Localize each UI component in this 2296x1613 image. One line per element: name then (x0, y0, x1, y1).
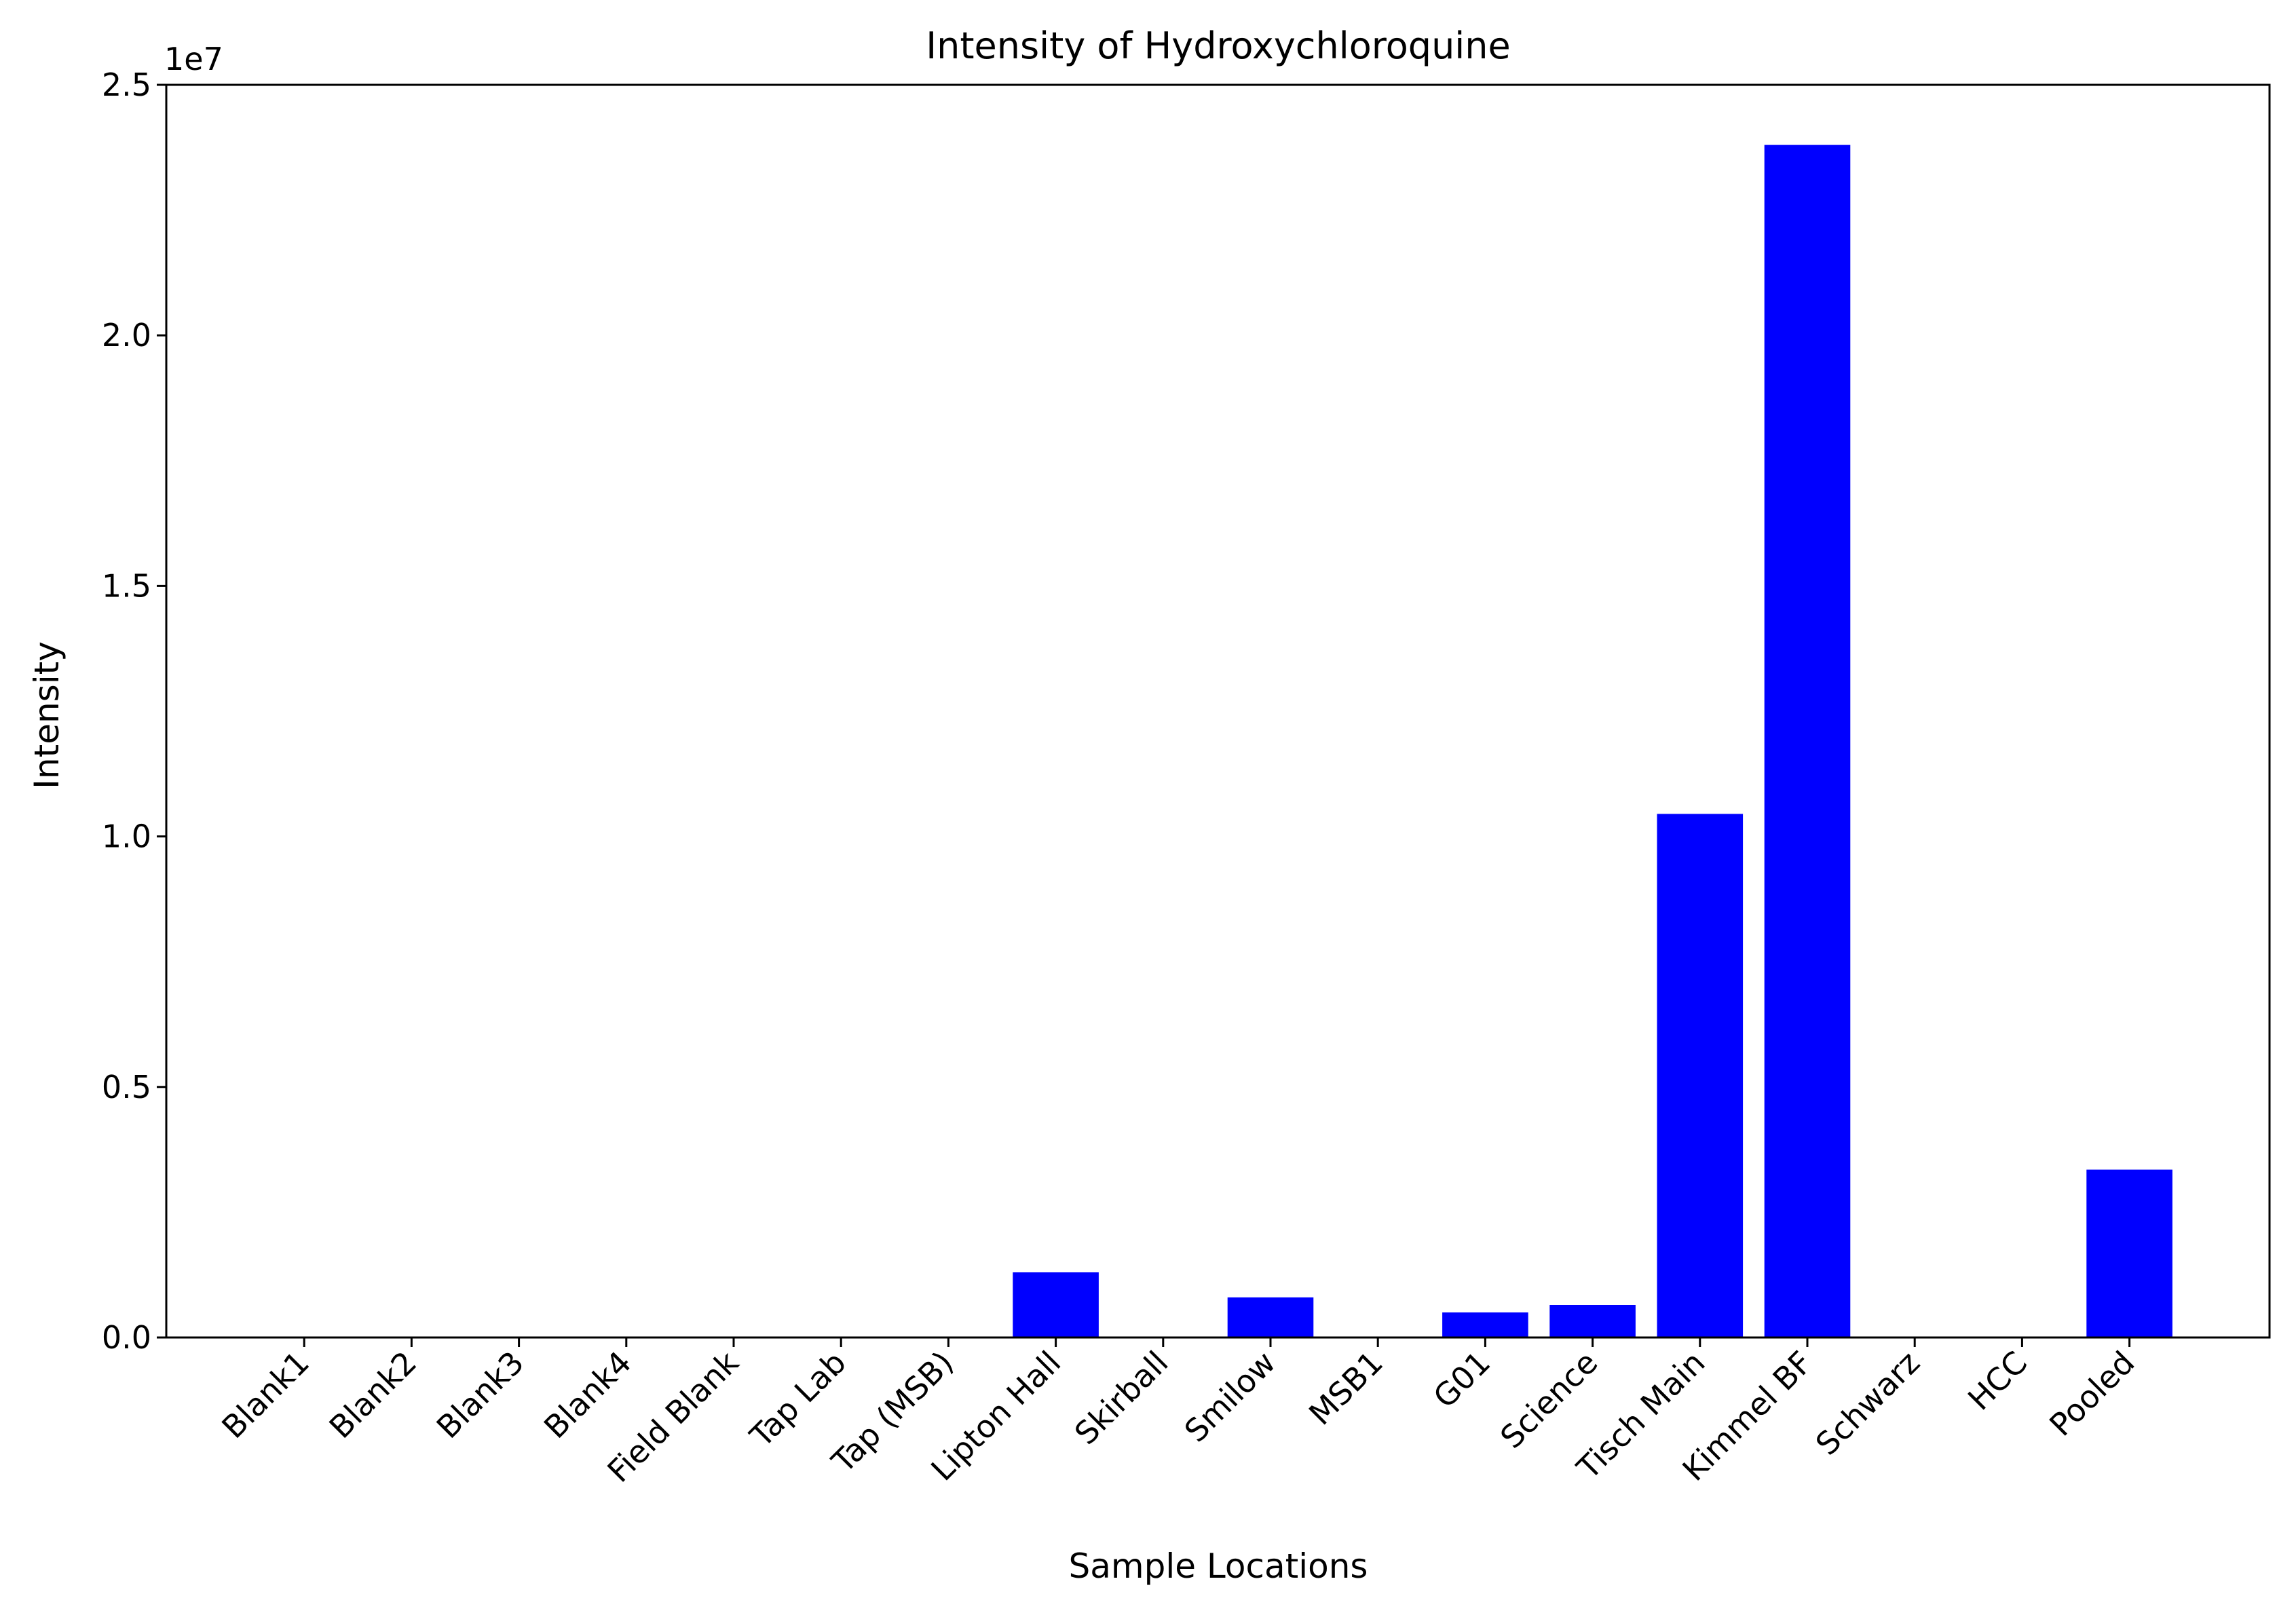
bar-14 (1764, 145, 1851, 1338)
x-tick-label-0: Blank1 (214, 1344, 316, 1446)
x-tick-label-8: Skirball (1068, 1344, 1175, 1452)
y-tick-label-3: 1.5 (102, 567, 151, 604)
bar-12 (1549, 1305, 1636, 1337)
chart-title: Intensity of Hydroxychloroquine (926, 24, 1511, 67)
bar-11 (1442, 1312, 1528, 1337)
x-tick-label-1: Blank2 (322, 1344, 424, 1446)
y-tick-label-2: 1.0 (102, 818, 151, 855)
x-tick-label-10: MSB1 (1302, 1344, 1390, 1432)
bars-group (1013, 145, 2172, 1338)
bar-9 (1227, 1297, 1314, 1337)
plot-frame (165, 83, 2271, 1339)
x-tick-label-3: Blank4 (537, 1344, 639, 1446)
y-tick-label-5: 2.5 (102, 67, 151, 103)
x-axis-label: Sample Locations (1069, 1546, 1368, 1586)
y-tick-label-0: 0.0 (102, 1319, 151, 1356)
x-tick-label-17: Pooled (2042, 1344, 2141, 1443)
y-axis: 0.0 0.5 1.0 1.5 2.0 2.5 (102, 67, 166, 1356)
bar-7 (1013, 1272, 1099, 1337)
x-tick-label-9: Smilow (1178, 1344, 1283, 1449)
y-tick-label-4: 2.0 (102, 317, 151, 354)
bar-13 (1657, 814, 1744, 1337)
bar-17 (2086, 1169, 2172, 1337)
y-tick-label-1: 0.5 (102, 1069, 151, 1105)
y-axis-label: Intensity (27, 641, 67, 789)
x-tick-label-16: HCC (1961, 1344, 2034, 1418)
x-tick-label-2: Blank3 (430, 1344, 531, 1446)
y-axis-offset-label: 1e7 (164, 41, 223, 77)
x-tick-label-12: Science (1493, 1344, 1604, 1456)
x-tick-label-5: Tap Lab (742, 1344, 853, 1455)
x-tick-label-11: G01 (1426, 1344, 1497, 1416)
x-tick-label-15: Schwarz (1809, 1344, 1927, 1462)
